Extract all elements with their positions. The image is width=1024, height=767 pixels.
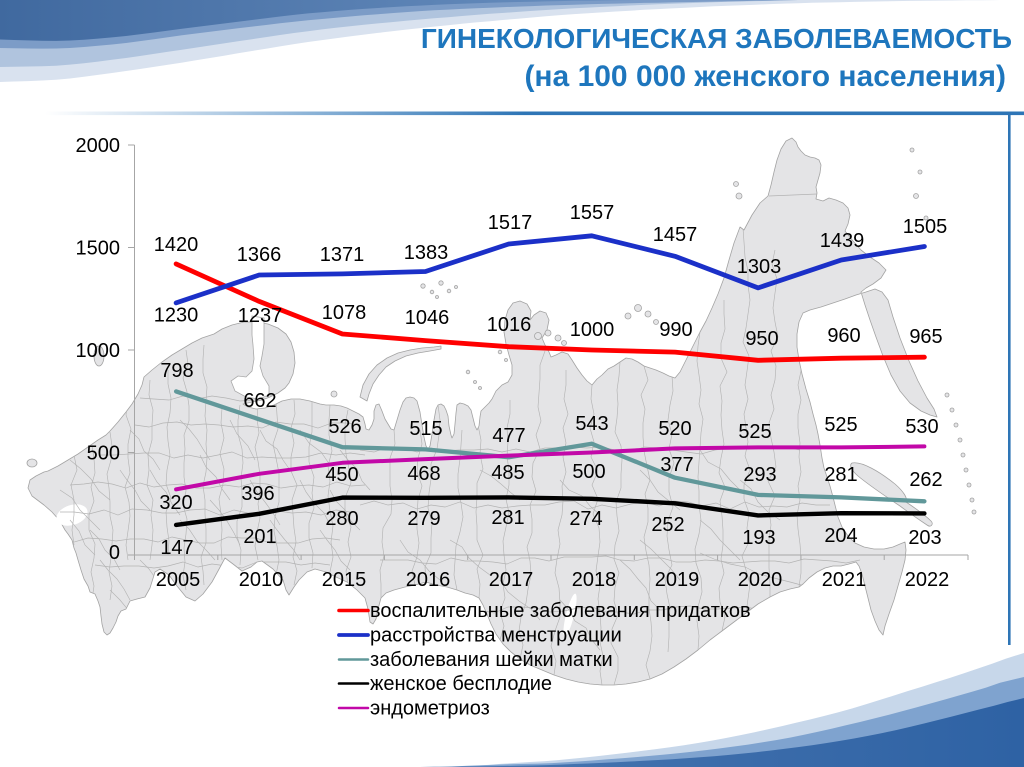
svg-text:485: 485 bbox=[491, 462, 524, 484]
svg-text:203: 203 bbox=[908, 527, 941, 549]
svg-text:147: 147 bbox=[160, 537, 193, 559]
svg-text:2018: 2018 bbox=[572, 569, 617, 591]
svg-text:1000: 1000 bbox=[76, 340, 121, 362]
svg-text:2020: 2020 bbox=[738, 569, 783, 591]
svg-text:1505: 1505 bbox=[903, 216, 948, 238]
svg-text:1457: 1457 bbox=[653, 224, 698, 246]
svg-text:0: 0 bbox=[109, 542, 120, 564]
svg-text:2022: 2022 bbox=[905, 569, 950, 591]
svg-text:2005: 2005 bbox=[156, 569, 201, 591]
svg-text:2000: 2000 bbox=[76, 135, 121, 157]
svg-text:990: 990 bbox=[659, 319, 692, 341]
svg-text:281: 281 bbox=[824, 464, 857, 486]
svg-text:1016: 1016 bbox=[487, 314, 532, 336]
svg-text:1517: 1517 bbox=[488, 212, 533, 234]
svg-text:377: 377 bbox=[660, 454, 693, 476]
svg-text:525: 525 bbox=[738, 421, 771, 443]
svg-text:204: 204 bbox=[824, 525, 857, 547]
svg-text:468: 468 bbox=[407, 463, 440, 485]
svg-text:320: 320 bbox=[159, 492, 192, 514]
svg-text:477: 477 bbox=[492, 425, 525, 447]
svg-text:ГИНЕКОЛОГИЧЕСКАЯ ЗАБОЛЕВАЕМОСТ: ГИНЕКОЛОГИЧЕСКАЯ ЗАБОЛЕВАЕМОСТЬ bbox=[421, 23, 1012, 54]
svg-text:2016: 2016 bbox=[406, 569, 451, 591]
svg-text:526: 526 bbox=[328, 416, 361, 438]
svg-text:2017: 2017 bbox=[489, 569, 534, 591]
svg-text:662: 662 bbox=[243, 390, 276, 412]
svg-text:450: 450 bbox=[325, 464, 358, 486]
svg-text:расстройства менструации: расстройства менструации bbox=[370, 625, 622, 647]
svg-text:эндометриоз: эндометриоз bbox=[370, 698, 490, 720]
svg-text:201: 201 bbox=[243, 526, 276, 548]
svg-text:1230: 1230 bbox=[154, 305, 199, 327]
svg-text:1237: 1237 bbox=[238, 305, 283, 327]
svg-text:281: 281 bbox=[491, 507, 524, 529]
svg-text:798: 798 bbox=[160, 360, 193, 382]
svg-text:530: 530 bbox=[905, 416, 938, 438]
svg-text:500: 500 bbox=[87, 443, 120, 465]
svg-text:(на 100 000 женского населения: (на 100 000 женского населения) bbox=[524, 60, 1006, 93]
svg-text:280: 280 bbox=[325, 508, 358, 530]
svg-text:960: 960 bbox=[827, 325, 860, 347]
svg-text:заболевания шейки матки: заболевания шейки матки bbox=[370, 649, 613, 671]
svg-text:1500: 1500 bbox=[76, 238, 121, 260]
svg-text:193: 193 bbox=[742, 527, 775, 549]
svg-text:1383: 1383 bbox=[404, 242, 449, 264]
svg-text:1046: 1046 bbox=[405, 307, 450, 329]
svg-text:396: 396 bbox=[241, 483, 274, 505]
svg-text:1439: 1439 bbox=[820, 230, 865, 252]
svg-text:520: 520 bbox=[658, 418, 691, 440]
svg-text:950: 950 bbox=[745, 328, 778, 350]
svg-text:543: 543 bbox=[575, 413, 608, 435]
svg-text:2019: 2019 bbox=[655, 569, 700, 591]
svg-text:500: 500 bbox=[572, 461, 605, 483]
svg-text:274: 274 bbox=[569, 508, 602, 530]
svg-text:2021: 2021 bbox=[822, 569, 867, 591]
svg-text:1557: 1557 bbox=[570, 202, 615, 224]
svg-text:2010: 2010 bbox=[239, 569, 284, 591]
svg-text:женское бесплодие: женское бесплодие bbox=[370, 673, 552, 695]
svg-text:965: 965 bbox=[909, 326, 942, 348]
svg-text:2015: 2015 bbox=[322, 569, 367, 591]
svg-text:262: 262 bbox=[909, 469, 942, 491]
svg-text:293: 293 bbox=[743, 464, 776, 486]
svg-text:1078: 1078 bbox=[322, 302, 367, 324]
svg-text:1420: 1420 bbox=[154, 234, 199, 256]
svg-text:1303: 1303 bbox=[737, 256, 782, 278]
svg-text:515: 515 bbox=[409, 418, 442, 440]
svg-text:1000: 1000 bbox=[570, 319, 615, 341]
svg-text:1366: 1366 bbox=[237, 244, 282, 266]
svg-text:воспалительные заболевания при: воспалительные заболевания придатков bbox=[370, 600, 751, 622]
svg-text:279: 279 bbox=[407, 508, 440, 530]
svg-text:525: 525 bbox=[824, 414, 857, 436]
svg-text:1371: 1371 bbox=[320, 244, 365, 266]
svg-text:252: 252 bbox=[651, 514, 684, 536]
